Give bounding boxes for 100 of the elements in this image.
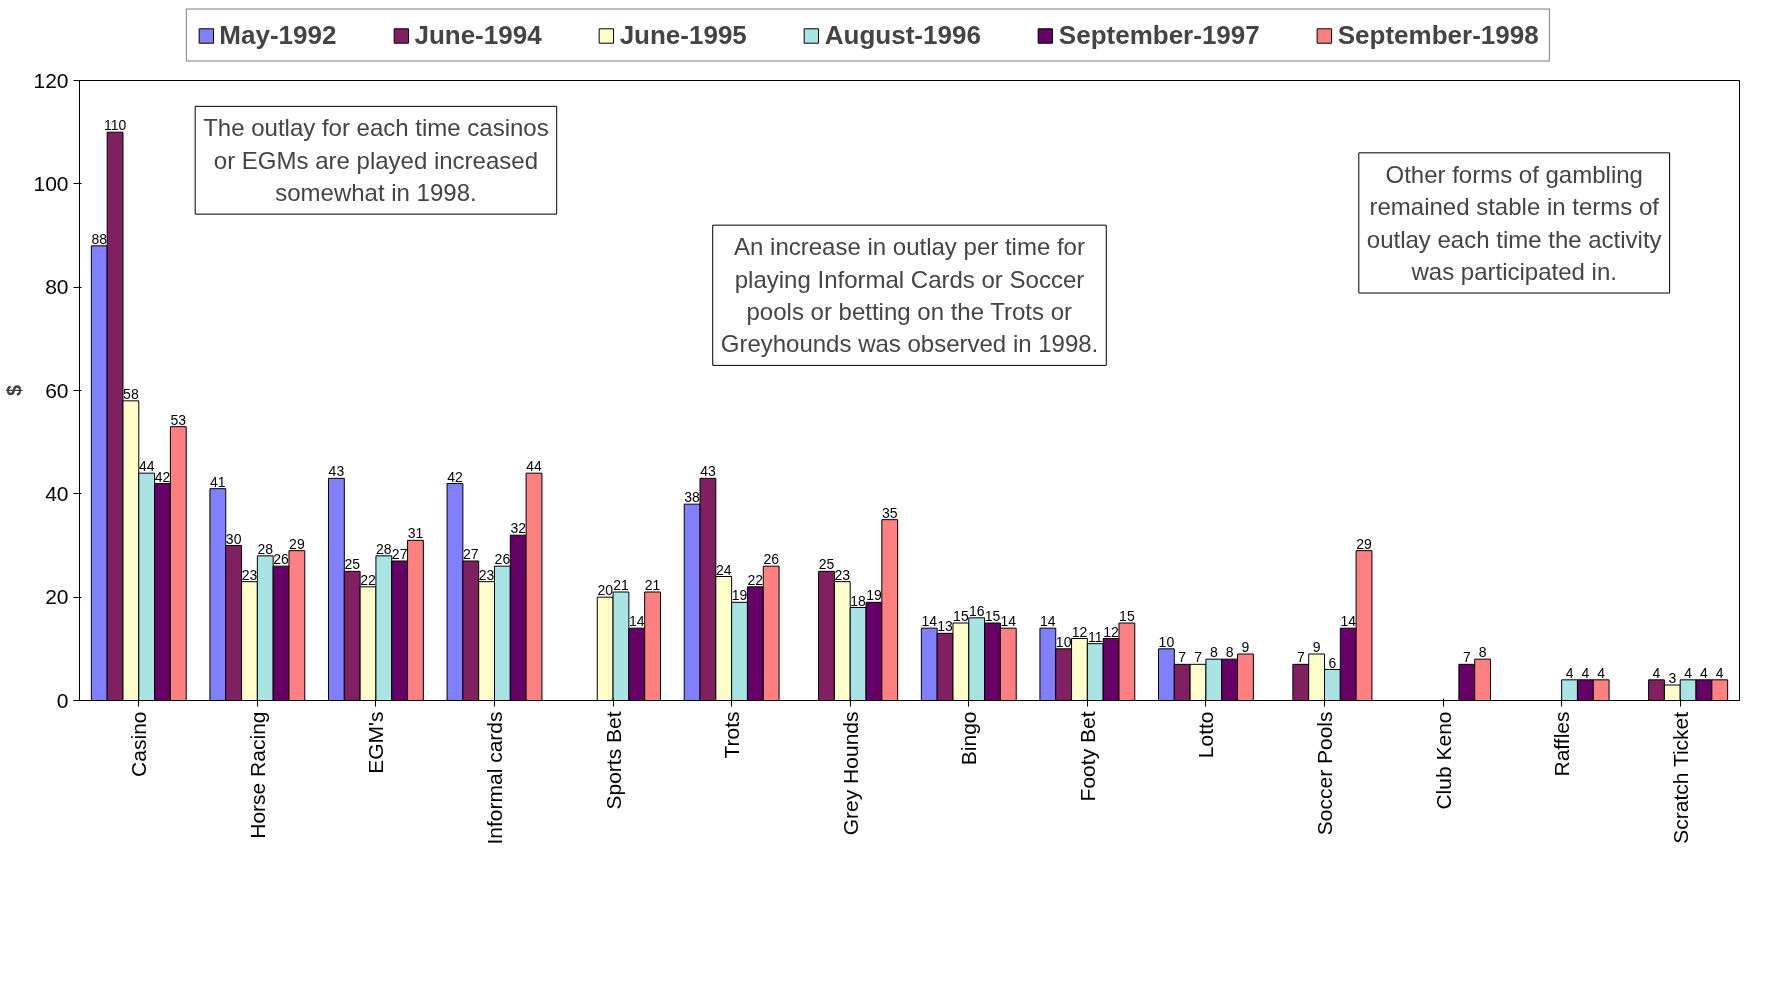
data-label: 29 bbox=[289, 535, 305, 552]
data-label: 13 bbox=[937, 618, 954, 635]
data-label: 25 bbox=[344, 556, 361, 573]
x-tick-label: Casino bbox=[127, 711, 151, 777]
data-label: 3 bbox=[1668, 670, 1677, 686]
data-label: 14 bbox=[1340, 613, 1357, 630]
data-label: 35 bbox=[881, 504, 898, 521]
data-label: 43 bbox=[700, 463, 716, 480]
data-label: 15 bbox=[953, 608, 969, 624]
x-tick-label: Soccer Pools bbox=[1313, 711, 1336, 836]
data-label: 43 bbox=[328, 463, 345, 480]
data-label: 14 bbox=[921, 613, 938, 630]
data-label: 30 bbox=[225, 530, 242, 547]
data-label: 24 bbox=[715, 561, 732, 578]
y-tick-label: 120 bbox=[33, 68, 69, 92]
data-label: 7 bbox=[1194, 649, 1203, 666]
data-label: 4 bbox=[1581, 664, 1590, 681]
legend-label: May-1992 bbox=[219, 19, 337, 51]
data-label: 8 bbox=[1225, 644, 1234, 661]
data-label: 22 bbox=[360, 571, 377, 588]
data-label: 7 bbox=[1296, 649, 1305, 666]
data-label: 6 bbox=[1328, 654, 1337, 671]
data-label: 26 bbox=[763, 551, 780, 568]
y-tick-label: 80 bbox=[45, 275, 69, 299]
legend-label: June-1994 bbox=[414, 19, 542, 51]
data-label: 10 bbox=[1055, 633, 1072, 650]
data-label: 23 bbox=[241, 566, 258, 583]
data-label: 4 bbox=[1715, 664, 1724, 681]
data-label: 4 bbox=[1597, 664, 1606, 681]
data-label: 8 bbox=[1209, 644, 1218, 661]
data-label: 23 bbox=[478, 566, 495, 583]
legend-label: June-1995 bbox=[619, 19, 747, 51]
data-label: 21 bbox=[613, 577, 629, 593]
data-label: 42 bbox=[154, 468, 171, 485]
data-label: 29 bbox=[1356, 535, 1373, 552]
data-label: 16 bbox=[968, 602, 985, 619]
data-label: 15 bbox=[984, 608, 1001, 624]
data-label: 44 bbox=[526, 458, 543, 475]
data-label: 41 bbox=[210, 473, 226, 490]
data-label: 28 bbox=[376, 540, 392, 557]
data-label: 14 bbox=[1040, 613, 1056, 630]
x-tick-label: Bingo bbox=[957, 711, 981, 766]
data-label: 4 bbox=[1565, 664, 1574, 681]
data-label: 11 bbox=[1088, 628, 1103, 645]
data-label: 19 bbox=[866, 587, 882, 604]
data-label: 88 bbox=[91, 230, 108, 247]
data-label: 14 bbox=[629, 613, 645, 630]
y-tick-label: 60 bbox=[45, 378, 69, 402]
x-tick-label: Lotto bbox=[1194, 711, 1218, 759]
data-label: 12 bbox=[1103, 623, 1120, 640]
data-label: 18 bbox=[850, 592, 867, 609]
data-label: 26 bbox=[273, 551, 290, 568]
data-label: 4 bbox=[1700, 664, 1709, 681]
data-label: 42 bbox=[447, 468, 463, 485]
data-label: 14 bbox=[1000, 613, 1017, 630]
data-label: 4 bbox=[1684, 664, 1693, 681]
y-tick-label: 40 bbox=[45, 481, 69, 505]
data-label: 44 bbox=[138, 458, 155, 475]
data-label: 7 bbox=[1178, 649, 1187, 666]
x-tick-label: Horse Racing bbox=[245, 711, 269, 839]
data-label: 22 bbox=[747, 571, 764, 588]
legend-label: August-1996 bbox=[824, 19, 981, 51]
y-axis-title: $ bbox=[3, 384, 26, 397]
x-tick-label: Trots bbox=[720, 711, 744, 759]
data-label: 21 bbox=[644, 577, 661, 593]
y-tick-label: 0 bbox=[56, 688, 69, 712]
data-label: 38 bbox=[684, 489, 701, 506]
data-label: 25 bbox=[818, 556, 835, 573]
data-label: 7 bbox=[1462, 649, 1471, 666]
y-tick-label: 20 bbox=[45, 585, 69, 609]
data-label: 9 bbox=[1312, 639, 1321, 655]
data-label: 26 bbox=[494, 551, 511, 568]
x-tick-label: Raffles bbox=[1550, 711, 1574, 777]
x-tick-label: Footy Bet bbox=[1075, 711, 1099, 802]
x-tick-label: Club Keno bbox=[1431, 711, 1455, 810]
data-label: 19 bbox=[731, 587, 748, 604]
x-tick-label: Sports Bet bbox=[601, 711, 625, 810]
data-label: 110 bbox=[103, 117, 127, 134]
x-tick-label: Grey Hounds bbox=[838, 711, 862, 836]
x-tick-label: Informal cards bbox=[483, 711, 506, 845]
x-tick-label: EGM's bbox=[364, 711, 388, 774]
data-label: 9 bbox=[1241, 639, 1250, 655]
annotation: The outlay for each time casinos or EGMs are played increased somewhat in 1998. bbox=[203, 114, 549, 207]
data-label: 12 bbox=[1071, 623, 1088, 640]
data-label: 27 bbox=[463, 546, 479, 562]
annotation: An increase in outlay per time for playing Informal Cards or Soccer pools or betting on the Trots or Greyhounds was observed in 1998. bbox=[720, 233, 1099, 358]
data-label: 27 bbox=[391, 546, 408, 562]
data-label: 58 bbox=[123, 385, 139, 402]
data-label: 8 bbox=[1478, 644, 1487, 661]
legend-label: September-1998 bbox=[1337, 19, 1539, 51]
data-label: 4 bbox=[1652, 664, 1661, 681]
y-tick-label: 100 bbox=[33, 171, 69, 195]
x-tick-label: Scratch Ticket bbox=[1668, 711, 1692, 844]
data-label: 15 bbox=[1119, 608, 1135, 624]
data-label: 53 bbox=[170, 411, 187, 428]
data-label: 31 bbox=[407, 525, 424, 542]
data-label: 28 bbox=[257, 540, 274, 557]
data-label: 20 bbox=[597, 582, 614, 599]
annotation: Other forms of gambling remained stable in terms of outlay each time the activity was participated in. bbox=[1366, 160, 1662, 286]
legend-label: September-1997 bbox=[1058, 19, 1260, 51]
